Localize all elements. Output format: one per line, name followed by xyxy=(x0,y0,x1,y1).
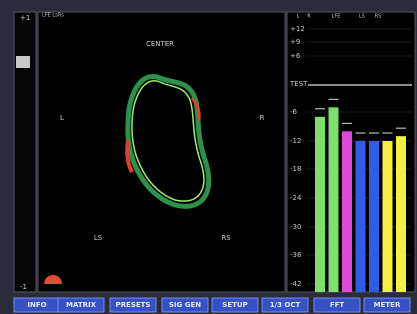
menu-button-label[interactable]: PRESETS xyxy=(116,301,151,309)
scale-label: +9 xyxy=(290,38,300,46)
level-bar xyxy=(329,107,339,292)
scale-label: +6 xyxy=(290,52,301,60)
left-top-label: +1 xyxy=(20,14,30,22)
scale-label: -18 xyxy=(290,165,301,173)
level-bar xyxy=(369,141,379,292)
slider-knob[interactable] xyxy=(16,56,30,68)
menu-button-label[interactable]: 1/3 OCT xyxy=(270,301,301,309)
menu-button-label[interactable]: INFO xyxy=(27,301,46,309)
scale-label: -30 xyxy=(290,223,301,231)
level-bar xyxy=(356,141,366,292)
level-bar xyxy=(342,131,352,292)
scale-label: -24 xyxy=(290,194,302,202)
channel-label: RS xyxy=(375,14,382,20)
channel-label: LFE xyxy=(332,14,341,20)
scale-label: -6 xyxy=(290,108,298,116)
test-label: TEST xyxy=(289,80,308,88)
channel-label: LS xyxy=(359,14,365,20)
left-label: L xyxy=(60,114,64,122)
menu-button-label[interactable]: SIG GEN xyxy=(169,301,201,309)
scale-label: -42 xyxy=(290,280,301,288)
scope-panel xyxy=(38,12,285,292)
scope-corner-label: LFE LsRs xyxy=(42,13,64,19)
level-bar xyxy=(396,136,406,292)
scale-label: -12 xyxy=(290,137,301,145)
level-bar xyxy=(383,141,393,292)
left-panel xyxy=(14,12,36,292)
channel-label: R xyxy=(307,14,311,20)
ls-label: LS xyxy=(94,234,103,242)
menu-button-label[interactable]: SETUP xyxy=(222,301,247,309)
channel-label: L xyxy=(297,14,300,20)
menu-button-label[interactable]: METER xyxy=(374,301,401,309)
right-label: R xyxy=(260,114,265,122)
menu-button-label[interactable]: MATRIX xyxy=(66,301,97,309)
center-label: CENTER xyxy=(146,40,174,48)
button-bar: INFO MATRIX PRESETS SIG GEN SETUP 1/3 OCT FFT M… xyxy=(14,298,410,312)
level-bar xyxy=(315,117,325,292)
analyzer-screen: +1 -1 LFE LsRs CENTER L R LS RS L R LFE LS R… xyxy=(0,0,417,314)
menu-button-label[interactable]: FFT xyxy=(330,301,345,309)
scale-label: +12 xyxy=(290,25,305,33)
left-bottom-label: -1 xyxy=(20,283,27,291)
scale-label: -36 xyxy=(290,251,302,259)
rs-label: RS xyxy=(221,234,231,242)
